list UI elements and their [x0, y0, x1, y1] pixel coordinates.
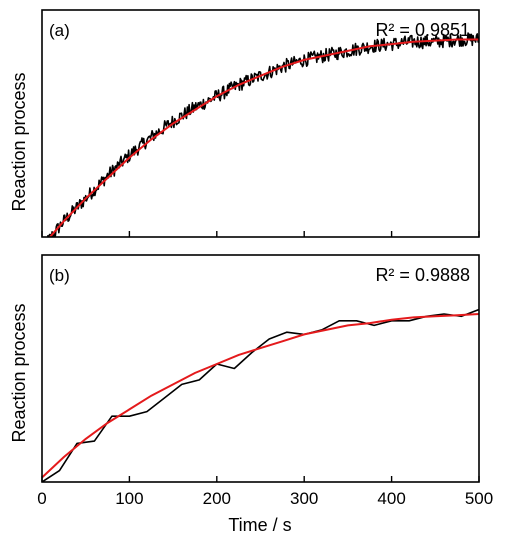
panel-a-frame [41, 9, 480, 238]
panel-a-fit-curve [48, 38, 479, 237]
panel-b-x-tick-labels: 0 100 200 300 400 500 [37, 489, 493, 508]
panel-a: (a) R² = 0.9851 Reaction process [9, 9, 480, 238]
x-tick-label: 100 [115, 489, 143, 508]
x-tick-label: 300 [290, 489, 318, 508]
panel-b-data-line [42, 308, 479, 482]
panel-a-x-ticks [41, 231, 480, 237]
x-tick-label: 500 [465, 489, 493, 508]
panel-b-frame [41, 254, 480, 483]
x-tick-label: 400 [377, 489, 405, 508]
panel-b-fit-curve [42, 313, 479, 479]
x-axis-title: Time / s [228, 515, 291, 535]
x-tick-label: 200 [203, 489, 231, 508]
x-tick-label: 0 [37, 489, 46, 508]
panel-b: 0 100 200 300 400 500 (b) R² = 0.9888 Reactio… [9, 254, 493, 535]
panel-b-label: (b) [49, 266, 70, 285]
panel-a-y-axis-title: Reaction process [9, 72, 29, 211]
panel-a-r2-annotation: R² = 0.9851 [375, 20, 470, 40]
panel-a-label: (a) [49, 21, 70, 40]
panel-b-x-ticks [41, 476, 480, 482]
panel-a-data-line [46, 32, 479, 237]
panel-b-r2-annotation: R² = 0.9888 [375, 265, 470, 285]
panel-b-y-axis-title: Reaction process [9, 303, 29, 442]
